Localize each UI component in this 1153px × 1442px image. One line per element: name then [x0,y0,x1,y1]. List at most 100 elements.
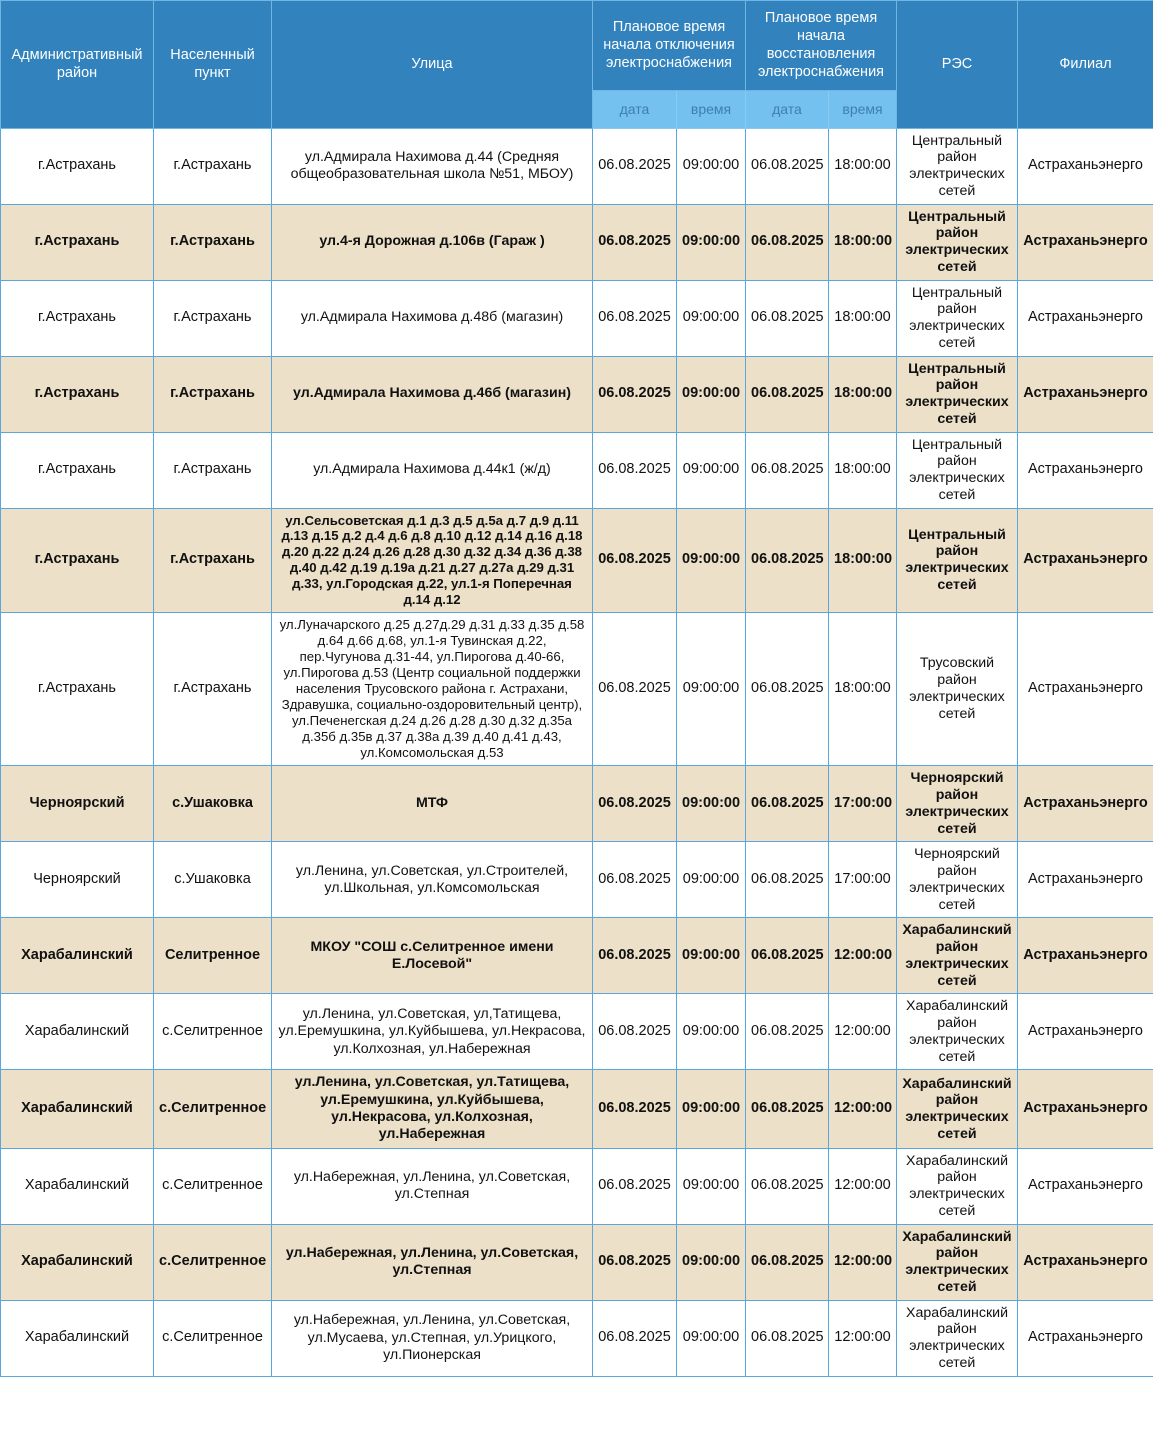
cell-res: Центральный район электрических сетей [896,127,1018,205]
cell-on-date: 06.08.2025 [745,1223,829,1301]
cell-district: Харабалинский [0,1299,154,1377]
table-row: Черноярский с.Ушаковка МТФ 06.08.2025 09:00:… [0,765,1153,843]
cell-district: Харабалинский [0,1223,154,1301]
column-header-planned-restore-start: Плановое время начала восстановления эле… [745,0,897,91]
cell-on-date: 06.08.2025 [745,431,829,509]
cell-settlement: с.Селитренное [153,1299,272,1377]
cell-branch: Астраханьэнерго [1017,203,1153,281]
cell-off-time: 09:00:00 [676,127,746,205]
cell-branch: Астраханьэнерго [1017,507,1153,613]
cell-res: Харабалинский район электрических сетей [896,917,1018,995]
table-row: Харабалинский с.Селитренное ул.Набережная,… [0,1299,1153,1377]
table-row: г.Астрахань г.Астрахань ул.Адмирала Нахимо… [0,355,1153,433]
table-row: г.Астрахань г.Астрахань ул.Адмирала Нахимо… [0,279,1153,357]
cell-settlement: г.Астрахань [153,507,272,613]
cell-off-time: 09:00:00 [676,1147,746,1225]
cell-off-time: 09:00:00 [676,993,746,1071]
cell-off-date: 06.08.2025 [592,765,677,843]
cell-res: Центральный район электрических сетей [896,355,1018,433]
cell-settlement: с.Селитренное [153,1147,272,1225]
column-header-planned-outage-start: Плановое время начала отключения электро… [592,0,746,91]
table-row: г.Астрахань г.Астрахань ул.Адмирала Нахимо… [0,431,1153,509]
cell-on-time: 12:00:00 [828,1147,897,1225]
cell-off-date: 06.08.2025 [592,841,677,919]
cell-off-date: 06.08.2025 [592,279,677,357]
cell-on-date: 06.08.2025 [745,611,829,767]
table-row: г.Астрахань г.Астрахань ул.Сельсоветская д… [0,507,1153,613]
cell-street: ул.4-я Дорожная д.106в (Гараж ) [271,203,593,281]
cell-settlement: Селитренное [153,917,272,995]
cell-settlement: с.Селитренное [153,1069,272,1149]
cell-street: ул.Набережная, ул.Ленина, ул.Советская, … [271,1299,593,1377]
cell-res: Харабалинский район электрических сетей [896,1223,1018,1301]
cell-off-time: 09:00:00 [676,507,746,613]
cell-off-date: 06.08.2025 [592,127,677,205]
cell-on-date: 06.08.2025 [745,127,829,205]
cell-settlement: г.Астрахань [153,203,272,281]
cell-res: Черноярский район электрических сетей [896,841,1018,919]
cell-branch: Астраханьэнерго [1017,1223,1153,1301]
cell-street: МКОУ "СОШ с.Селитренное имени Е.Лосевой" [271,917,593,995]
cell-off-date: 06.08.2025 [592,1069,677,1149]
cell-res: Харабалинский район электрических сетей [896,1069,1018,1149]
cell-res: Центральный район электрических сетей [896,279,1018,357]
column-header-settlement: Населенный пункт [153,0,272,129]
cell-on-time: 18:00:00 [828,507,897,613]
cell-branch: Астраханьэнерго [1017,431,1153,509]
cell-branch: Астраханьэнерго [1017,1069,1153,1149]
cell-on-date: 06.08.2025 [745,841,829,919]
cell-street: ул.Набережная, ул.Ленина, ул.Советская, … [271,1147,593,1225]
column-header-off-date: дата [592,89,677,129]
table-row: Черноярский с.Ушаковка ул.Ленина, ул.Совет… [0,841,1153,919]
cell-settlement: г.Астрахань [153,611,272,767]
cell-settlement: с.Селитренное [153,993,272,1071]
cell-on-date: 06.08.2025 [745,203,829,281]
cell-branch: Астраханьэнерго [1017,127,1153,205]
cell-street: ул.Ленина, ул.Советская, ул,Татищева, ул… [271,993,593,1071]
cell-on-time: 18:00:00 [828,431,897,509]
cell-on-time: 12:00:00 [828,1299,897,1377]
cell-settlement: г.Астрахань [153,431,272,509]
cell-on-time: 12:00:00 [828,917,897,995]
cell-on-date: 06.08.2025 [745,355,829,433]
cell-district: г.Астрахань [0,431,154,509]
cell-res: Центральный район электрических сетей [896,203,1018,281]
cell-off-time: 09:00:00 [676,355,746,433]
cell-branch: Астраханьэнерго [1017,1299,1153,1377]
cell-on-date: 06.08.2025 [745,507,829,613]
column-header-res: РЭС [896,0,1018,129]
column-header-street: Улица [271,0,593,129]
cell-settlement: с.Ушаковка [153,841,272,919]
header-row-sub: дата время дата время [1,89,1153,129]
column-header-on-date: дата [745,89,829,129]
table-row: Харабалинский с.Селитренное ул.Набережная,… [0,1223,1153,1301]
cell-off-date: 06.08.2025 [592,917,677,995]
cell-off-time: 09:00:00 [676,765,746,843]
cell-off-date: 06.08.2025 [592,1147,677,1225]
cell-street: ул.Адмирала Нахимова д.46б (магазин) [271,355,593,433]
cell-settlement: г.Астрахань [153,127,272,205]
cell-settlement: г.Астрахань [153,355,272,433]
table-row: Харабалинский с.Селитренное ул.Ленина, ул.… [0,993,1153,1071]
cell-on-time: 12:00:00 [828,993,897,1071]
cell-on-time: 12:00:00 [828,1069,897,1149]
cell-branch: Астраханьэнерго [1017,279,1153,357]
cell-off-time: 09:00:00 [676,1069,746,1149]
cell-off-time: 09:00:00 [676,841,746,919]
column-header-district: Административный район [0,0,154,129]
cell-district: Харабалинский [0,1147,154,1225]
cell-off-time: 09:00:00 [676,917,746,995]
table-row: Харабалинский с.Селитренное ул.Набережная,… [0,1147,1153,1225]
cell-off-date: 06.08.2025 [592,431,677,509]
cell-res: Центральный район электрических сетей [896,507,1018,613]
table-row: г.Астрахань г.Астрахань ул.Луначарского д.… [0,611,1153,767]
cell-street: ул.Адмирала Нахимова д.48б (магазин) [271,279,593,357]
cell-off-time: 09:00:00 [676,1223,746,1301]
cell-res: Харабалинский район электрических сетей [896,1299,1018,1377]
cell-district: г.Астрахань [0,507,154,613]
cell-branch: Астраханьэнерго [1017,1147,1153,1225]
cell-district: Черноярский [0,841,154,919]
table-row: Харабалинский Селитренное МКОУ "СОШ с.Сели… [0,917,1153,995]
cell-res: Трусовский район электрических сетей [896,611,1018,767]
column-header-off-time: время [676,89,746,129]
